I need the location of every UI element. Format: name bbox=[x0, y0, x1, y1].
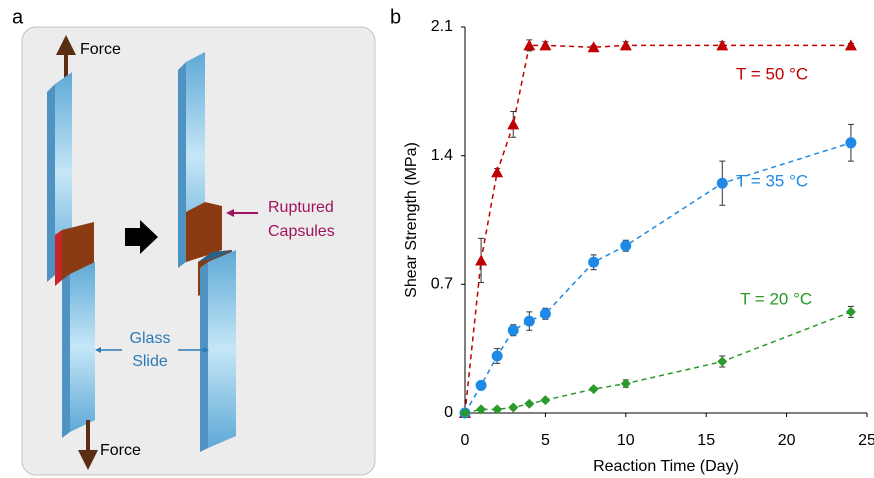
trend-line bbox=[464, 142, 852, 414]
data-point bbox=[716, 39, 729, 51]
y-axis-label: Shear Strength (MPa) bbox=[403, 142, 420, 298]
slide-edge bbox=[200, 262, 208, 452]
x-tick-label: 20 bbox=[778, 432, 796, 449]
data-point bbox=[507, 324, 519, 336]
panel-label: b bbox=[390, 6, 401, 28]
x-tick-label: 25 bbox=[858, 432, 874, 449]
trend-line bbox=[464, 44, 851, 414]
data-point bbox=[620, 378, 631, 389]
glass-slide bbox=[70, 262, 95, 432]
y-tick-label: 0 bbox=[444, 404, 453, 421]
x-tick-label: 10 bbox=[617, 432, 635, 449]
panel-b: b Reaction Time (Day) Shear Strength (MP… bbox=[390, 6, 874, 475]
series-label: T = 20 °C bbox=[740, 289, 812, 308]
slide-edge bbox=[47, 84, 55, 282]
data-point bbox=[620, 240, 632, 252]
capsule-layer bbox=[198, 250, 232, 262]
ruptured-label: Ruptured bbox=[268, 199, 334, 216]
data-point bbox=[540, 395, 551, 406]
data-point bbox=[716, 177, 728, 189]
x-axis-label: Reaction Time (Day) bbox=[593, 458, 739, 475]
glass-slide bbox=[55, 72, 72, 275]
data-point bbox=[588, 256, 600, 268]
label-background bbox=[122, 328, 178, 374]
force-label: Force bbox=[80, 41, 121, 58]
x-tick-label: 0 bbox=[461, 432, 470, 449]
capsule-layer bbox=[55, 230, 62, 286]
data-point bbox=[507, 118, 520, 130]
data-point bbox=[845, 306, 856, 317]
data-point bbox=[539, 39, 552, 51]
panel-label: a bbox=[12, 6, 24, 28]
series-label: T = 50 °C bbox=[736, 64, 808, 83]
data-point bbox=[845, 137, 857, 149]
ruptured-capsule bbox=[186, 202, 222, 262]
ruptured-label: Capsules bbox=[268, 223, 335, 240]
data-point bbox=[588, 384, 599, 395]
process-arrow bbox=[125, 220, 158, 254]
data-point bbox=[492, 404, 503, 415]
data-point bbox=[844, 39, 857, 51]
x-tick-label: 15 bbox=[697, 432, 715, 449]
glass-label: Slide bbox=[132, 353, 168, 370]
capsule-layer bbox=[62, 222, 94, 280]
data-point bbox=[587, 41, 600, 53]
glass-slide bbox=[208, 250, 236, 448]
slide-edge bbox=[62, 274, 70, 438]
data-point bbox=[523, 315, 535, 327]
panel-a: a Force Force Ruptured Capsules Glass Sl… bbox=[12, 6, 376, 476]
x-tick-label: 5 bbox=[541, 432, 550, 449]
data-point bbox=[475, 379, 487, 391]
data-point bbox=[475, 254, 488, 266]
data-point bbox=[491, 166, 504, 178]
series-label: T = 35 °C bbox=[736, 171, 808, 190]
data-point bbox=[523, 39, 536, 51]
slide-edge bbox=[178, 62, 186, 268]
data-point bbox=[539, 308, 551, 320]
data-point bbox=[508, 402, 519, 413]
data-point bbox=[491, 350, 503, 362]
glass-label: Glass bbox=[130, 330, 171, 347]
trend-line bbox=[464, 311, 852, 414]
data-point bbox=[619, 39, 632, 51]
data-point bbox=[717, 356, 728, 367]
y-tick-label: 1.4 bbox=[431, 147, 453, 164]
y-tick-label: 2.1 bbox=[431, 18, 453, 35]
data-point bbox=[524, 398, 535, 409]
data-point bbox=[476, 404, 487, 415]
force-label: Force bbox=[100, 442, 141, 459]
data-point bbox=[460, 408, 470, 418]
y-tick-label: 0.7 bbox=[431, 276, 453, 293]
